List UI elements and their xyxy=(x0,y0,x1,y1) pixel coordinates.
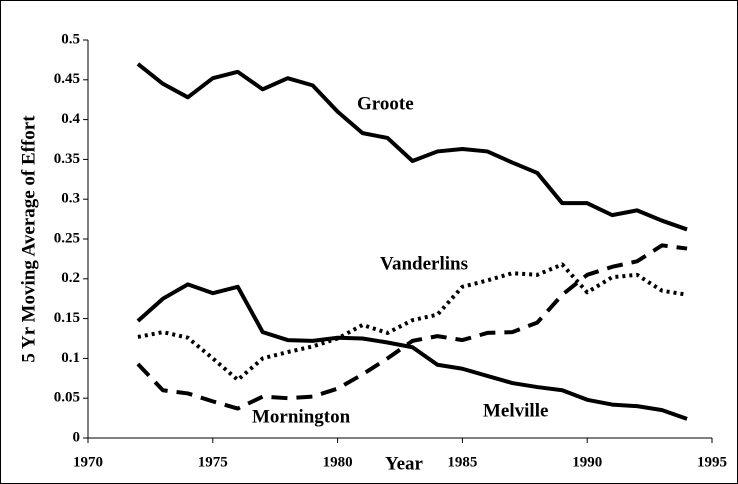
y-tick-label: 0.15 xyxy=(54,310,80,326)
x-tick-label: 1995 xyxy=(697,454,727,470)
y-tick-label: 0.2 xyxy=(61,270,80,286)
x-tick-label: 1990 xyxy=(572,454,602,470)
y-tick-label: 0.25 xyxy=(54,230,80,246)
y-tick-label: 0.5 xyxy=(61,31,80,47)
series-line xyxy=(136,243,688,411)
y-tick-label: 0.05 xyxy=(54,390,80,406)
series-line xyxy=(136,62,688,232)
y-tick-label: 0.45 xyxy=(54,71,80,87)
series-label: Groote xyxy=(357,93,414,114)
series-label: Vanderlins xyxy=(380,253,468,274)
y-tick-label: 0.35 xyxy=(54,151,80,167)
series-label: Melville xyxy=(483,400,548,421)
x-tick-label: 1980 xyxy=(323,454,353,470)
y-tick-label: 0.4 xyxy=(61,111,80,127)
series-line xyxy=(137,262,688,382)
y-tick-label: 0.1 xyxy=(61,350,80,366)
y-tick-label: 0 xyxy=(73,429,81,445)
x-tick-label: 1985 xyxy=(447,454,477,470)
x-tick-label: 1975 xyxy=(198,454,228,470)
y-tick-label: 0.3 xyxy=(61,191,80,207)
x-axis-label: Year xyxy=(385,453,424,474)
series-label: Mornington xyxy=(252,406,351,427)
x-tick-label: 1970 xyxy=(73,454,103,470)
series-line xyxy=(136,282,688,421)
y-axis-label: 5 Yr Moving Average of Effort xyxy=(18,115,39,363)
